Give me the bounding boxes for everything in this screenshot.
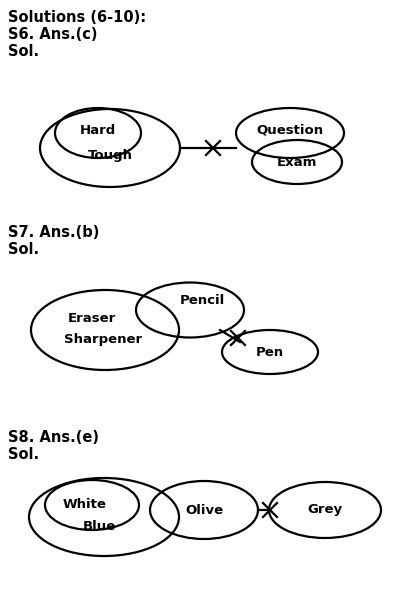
Text: Solutions (6-10):: Solutions (6-10): — [8, 10, 146, 25]
Text: S6. Ans.(c): S6. Ans.(c) — [8, 27, 97, 42]
Text: Pencil: Pencil — [179, 294, 225, 308]
Text: Tough: Tough — [88, 149, 132, 161]
Text: S7. Ans.(b): S7. Ans.(b) — [8, 225, 99, 240]
Text: Sol.: Sol. — [8, 242, 39, 257]
Text: Sol.: Sol. — [8, 447, 39, 462]
Text: Eraser: Eraser — [68, 311, 116, 325]
Text: S8. Ans.(e): S8. Ans.(e) — [8, 430, 99, 445]
Text: Pen: Pen — [256, 345, 284, 359]
Text: Blue: Blue — [83, 520, 116, 534]
Text: Question: Question — [257, 123, 323, 137]
Text: Grey: Grey — [307, 503, 343, 517]
Text: White: White — [63, 498, 107, 512]
Text: Hard: Hard — [80, 123, 116, 137]
Text: Sharpener: Sharpener — [64, 333, 142, 347]
Text: Olive: Olive — [185, 503, 223, 517]
Text: Sol.: Sol. — [8, 44, 39, 59]
Text: Exam: Exam — [277, 155, 317, 169]
